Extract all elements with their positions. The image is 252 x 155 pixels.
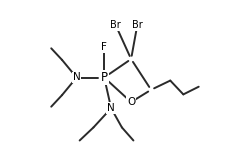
Text: N: N: [107, 103, 115, 113]
Text: P: P: [100, 71, 107, 84]
Text: F: F: [101, 42, 107, 52]
Text: N: N: [72, 73, 80, 82]
Text: Br: Br: [131, 20, 142, 30]
Text: Br: Br: [110, 20, 121, 30]
Text: O: O: [127, 97, 135, 107]
